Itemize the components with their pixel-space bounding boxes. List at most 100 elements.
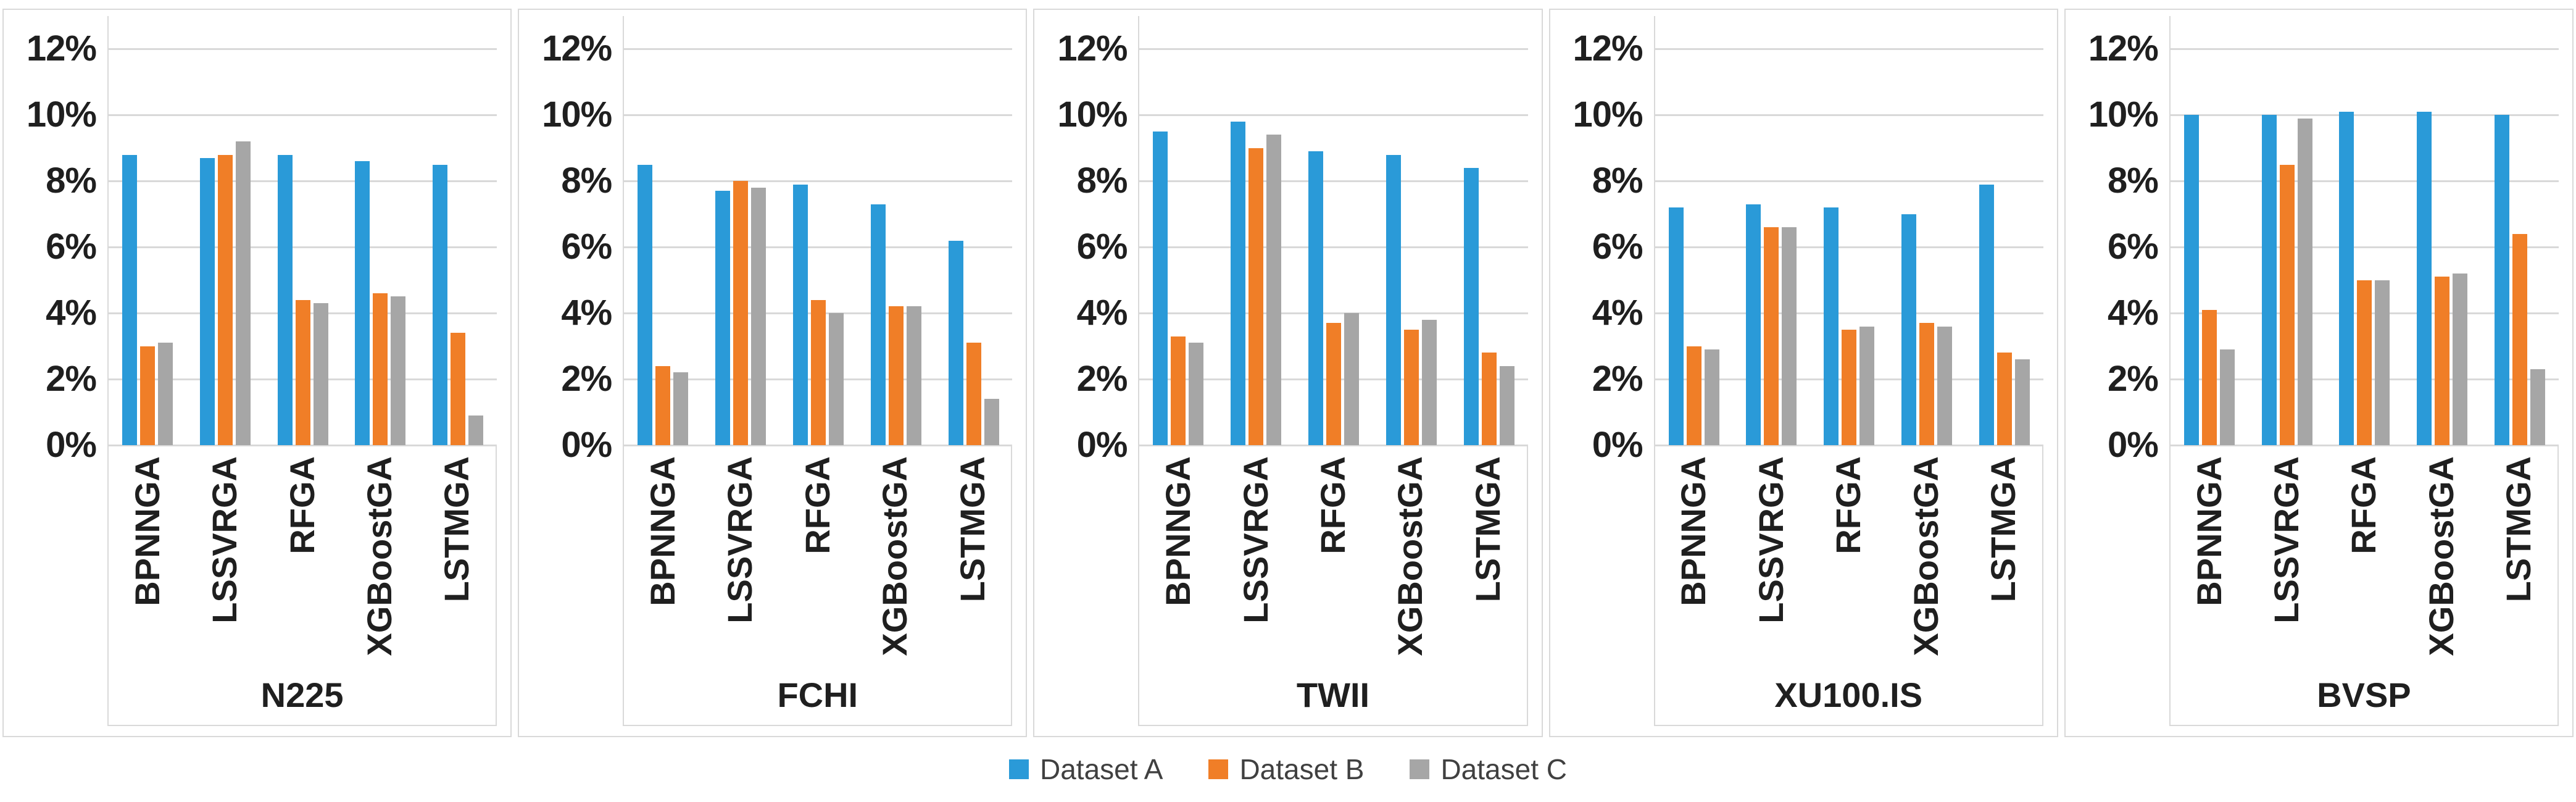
bar-dataset-c (2530, 369, 2546, 445)
panel-title: TWII (1296, 675, 1370, 714)
category-label-cell: LSTMGA (418, 445, 496, 656)
bar-dataset-a (792, 184, 808, 445)
category-label-cell: RFGA (1809, 445, 1887, 656)
bar-dataset-c (1266, 135, 1282, 445)
bar-dataset-c (1859, 326, 1875, 445)
category-label: RFGA (797, 456, 837, 554)
category-label: RFGA (282, 456, 322, 554)
bar-dataset-b (1919, 323, 1935, 445)
y-axis-tick-label: 6% (2107, 227, 2159, 267)
bar-cluster-bpnnga (1139, 16, 1217, 445)
bar-dataset-b (2512, 233, 2528, 445)
chart-panel-bvsp: 12% 10% 8% 6% 4% 2% 0% BPNNGA LSSVRGA RFGA XGBoost… (2064, 9, 2574, 737)
bar-cluster-rfga (1295, 16, 1373, 445)
category-label-cell: RFGA (1294, 445, 1371, 656)
bar-dataset-c (673, 372, 689, 445)
y-axis-tick-label: 8% (1592, 161, 1643, 201)
plot-grid: 12% 10% 8% 6% 4% 2% 0% (4, 16, 510, 463)
bar-cluster-rfga (264, 16, 342, 445)
category-label-cell: LSSVRGA (1217, 445, 1294, 656)
y-axis-tick-label: 2% (46, 359, 97, 399)
y-axis: 12% 10% 8% 6% 4% 2% 0% (4, 16, 107, 463)
y-axis-tick-label: 0% (1592, 425, 1643, 465)
category-label: XGBoostGA (1390, 456, 1430, 656)
plot-grid: 12% 10% 8% 6% 4% 2% 0% (1034, 16, 1541, 463)
category-label-cell: LSTMGA (2480, 445, 2557, 656)
chart-panel-twii: 12% 10% 8% 6% 4% 2% 0% BPNNGA LSSVRGA RFGA XGBoost… (1033, 9, 1543, 737)
legend-swatch-icon (1410, 759, 1430, 779)
panel-title: N225 (260, 675, 344, 714)
bar-dataset-b (810, 299, 826, 445)
bar-dataset-c (906, 306, 921, 445)
y-axis-tick-label: 0% (1076, 425, 1128, 465)
bar-dataset-a (638, 164, 653, 445)
bar-dataset-c (1782, 227, 1797, 445)
y-axis-tick-label: 6% (1592, 227, 1643, 267)
bar-cluster-xgboostga (1373, 16, 1450, 445)
bar-dataset-b (2357, 280, 2372, 445)
category-label-cell: LSTMGA (1449, 445, 1526, 656)
bar-cluster-xgboostga (2403, 16, 2481, 445)
bar-dataset-b (139, 346, 155, 445)
category-label: LSSVRGA (720, 456, 760, 624)
y-axis: 12% 10% 8% 6% 4% 2% 0% (2066, 16, 2169, 463)
y-axis-tick-label: 10% (26, 94, 97, 135)
y-axis-tick-label: 6% (1076, 227, 1128, 267)
bar-dataset-b (888, 306, 904, 445)
y-axis-tick-label: 12% (542, 28, 612, 69)
bar-dataset-b (295, 299, 310, 445)
charts-row: 12% 10% 8% 6% 4% 2% 0% BPNNGA LSSVRGA RFGA XGBoost… (2, 9, 2574, 737)
bar-dataset-a (1746, 204, 1761, 445)
bar-dataset-a (277, 154, 293, 445)
category-label-cell: LSSVRGA (1732, 445, 1809, 656)
bar-cluster-lstmga (1450, 16, 1528, 445)
category-label-cell: LSTMGA (1964, 445, 2042, 656)
y-axis-tick-label: 4% (1592, 293, 1643, 333)
bar-dataset-a (2183, 115, 2199, 445)
category-label: BPNNGA (1158, 456, 1198, 606)
bar-dataset-b (1764, 227, 1779, 445)
bar-clusters (1655, 16, 2043, 445)
category-label: BPNNGA (127, 456, 167, 606)
bar-dataset-c (2375, 280, 2390, 445)
legend-label: Dataset A (1040, 753, 1163, 785)
bar-cluster-lstmga (2481, 16, 2559, 445)
y-axis-tick-label: 4% (1076, 293, 1128, 333)
category-labels: BPNNGA LSSVRGA RFGA XGBoostGA LSTMGA (109, 445, 496, 656)
bar-clusters (1139, 16, 1527, 445)
bar-cluster-rfga (779, 16, 857, 445)
category-label-cell: BPNNGA (1139, 445, 1216, 656)
bar-dataset-b (1403, 329, 1419, 445)
category-label-cell: XGBoostGA (1887, 445, 1964, 656)
y-axis-tick-label: 12% (1057, 28, 1128, 69)
bar-dataset-a (2495, 115, 2510, 445)
plot-area (107, 16, 497, 446)
plot-area (623, 16, 1013, 446)
bar-dataset-c (1344, 313, 1360, 445)
y-axis-tick-label: 10% (1057, 94, 1128, 135)
category-label-cell: LSSVRGA (702, 445, 779, 656)
bar-dataset-c (750, 188, 766, 445)
bar-dataset-b (451, 333, 466, 445)
bar-dataset-c (157, 343, 173, 445)
bar-dataset-c (1421, 319, 1437, 445)
bar-cluster-lstmga (419, 16, 497, 445)
chart-panel-n225: 12% 10% 8% 6% 4% 2% 0% BPNNGA LSSVRGA RFGA XGBoost… (2, 9, 512, 737)
bar-cluster-rfga (2326, 16, 2404, 445)
category-label-cell: BPNNGA (109, 445, 186, 656)
bar-cluster-lssvrga (186, 16, 264, 445)
bar-dataset-b (655, 365, 671, 445)
category-axis-area: BPNNGA LSSVRGA RFGA XGBoostGA LSTMGA BVSP (2169, 445, 2559, 726)
category-label: LSSVRGA (1751, 456, 1790, 624)
category-axis-area: BPNNGA LSSVRGA RFGA XGBoostGA LSTMGA N225 (107, 445, 497, 726)
bar-cluster-bpnnga (2171, 16, 2248, 445)
panel-title: BVSP (2317, 675, 2411, 714)
bar-dataset-b (2201, 309, 2217, 445)
y-axis-tick-label: 10% (542, 94, 612, 135)
category-label-cell: XGBoostGA (341, 445, 418, 656)
bar-clusters (109, 16, 497, 445)
bar-dataset-c (1937, 326, 1953, 445)
category-labels: BPNNGA LSSVRGA RFGA XGBoostGA LSTMGA (1655, 445, 2042, 656)
bar-cluster-lstmga (935, 16, 1013, 445)
bar-dataset-c (828, 313, 844, 445)
